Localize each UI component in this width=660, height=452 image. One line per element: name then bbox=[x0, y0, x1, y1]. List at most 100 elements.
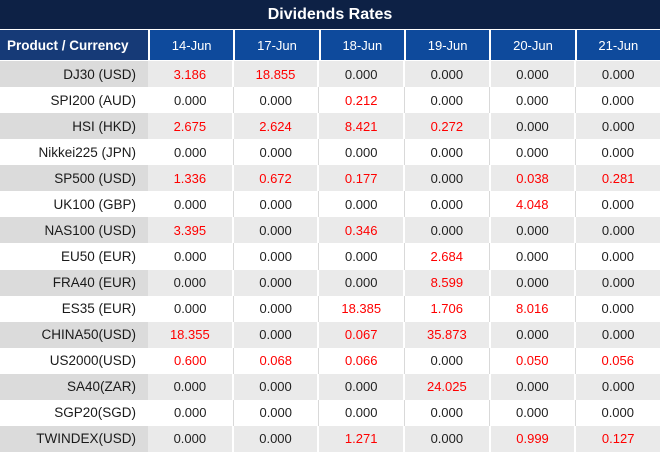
table-row: TWINDEX(USD) 0.000 0.000 1.271 0.000 0.999 0.1… bbox=[0, 425, 660, 452]
table-row: ES35 (EUR) 0.000 0.000 18.385 1.706 8.016 0.00… bbox=[0, 295, 660, 322]
column-header-date-0: 14-Jun bbox=[148, 30, 234, 60]
rate-cell: 0.000 bbox=[403, 139, 489, 166]
table-row: HSI (HKD) 2.675 2.624 8.421 0.272 0.000 0.000 bbox=[0, 113, 660, 140]
rate-cell: 0.000 bbox=[574, 87, 660, 114]
rate-cell: 0.066 bbox=[318, 347, 404, 374]
table-row: FRA40 (EUR) 0.000 0.000 0.000 8.599 0.000 0.00… bbox=[0, 269, 660, 296]
product-label: HSI (HKD) bbox=[0, 113, 148, 140]
rate-cell: 2.675 bbox=[148, 113, 232, 140]
table-row: SPI200 (AUD) 0.000 0.000 0.212 0.000 0.000 0.0… bbox=[0, 87, 660, 114]
rate-cell: 0.000 bbox=[403, 399, 489, 426]
rate-cell: 24.025 bbox=[403, 373, 489, 400]
rate-cell: 0.000 bbox=[574, 243, 660, 270]
rate-cell: 0.000 bbox=[318, 399, 404, 426]
product-label: SPI200 (AUD) bbox=[0, 87, 148, 114]
rate-cell: 2.684 bbox=[403, 243, 489, 270]
header-row: Product / Currency 14-Jun 17-Jun 18-Jun … bbox=[0, 30, 660, 61]
rate-cell: 0.000 bbox=[231, 425, 318, 452]
rate-cell: 0.177 bbox=[317, 165, 404, 192]
rate-cell: 0.000 bbox=[574, 217, 660, 244]
rate-cell: 0.000 bbox=[232, 243, 318, 270]
rate-cell: 0.272 bbox=[403, 113, 489, 140]
rate-cell: 0.212 bbox=[318, 87, 404, 114]
rate-cell: 0.000 bbox=[489, 139, 575, 166]
rate-cell: 0.000 bbox=[574, 373, 660, 400]
rate-cell: 1.336 bbox=[148, 165, 232, 192]
rate-cell: 0.056 bbox=[574, 347, 660, 374]
rate-cell: 0.000 bbox=[148, 87, 233, 114]
rate-cell: 0.067 bbox=[317, 321, 404, 348]
rate-cell: 0.000 bbox=[489, 243, 575, 270]
rate-cell: 0.000 bbox=[574, 321, 660, 348]
rate-cell: 0.068 bbox=[232, 347, 318, 374]
rate-cell: 8.421 bbox=[317, 113, 404, 140]
rate-cell: 0.000 bbox=[231, 269, 318, 296]
product-label: ES35 (EUR) bbox=[0, 295, 148, 322]
rate-cell: 18.855 bbox=[231, 61, 318, 88]
rate-cell: 1.706 bbox=[403, 295, 489, 322]
rate-cell: 0.000 bbox=[232, 399, 318, 426]
rate-cell: 0.346 bbox=[317, 217, 404, 244]
rate-cell: 0.000 bbox=[318, 139, 404, 166]
rate-cell: 0.000 bbox=[489, 87, 575, 114]
rate-cell: 0.000 bbox=[232, 191, 318, 218]
rate-cell: 0.281 bbox=[574, 165, 660, 192]
rate-cell: 2.624 bbox=[231, 113, 318, 140]
rate-cell: 0.038 bbox=[488, 165, 575, 192]
rate-cell: 18.355 bbox=[148, 321, 232, 348]
rate-cell: 0.999 bbox=[488, 425, 575, 452]
product-label: EU50 (EUR) bbox=[0, 243, 148, 270]
column-header-date-1: 17-Jun bbox=[233, 30, 319, 60]
rate-cell: 0.127 bbox=[574, 425, 660, 452]
product-label: SGP20(SGD) bbox=[0, 399, 148, 426]
rate-cell: 0.000 bbox=[488, 61, 575, 88]
rate-cell: 0.000 bbox=[488, 113, 575, 140]
product-label: NAS100 (USD) bbox=[0, 217, 148, 244]
product-label: UK100 (GBP) bbox=[0, 191, 148, 218]
rate-cell: 0.050 bbox=[489, 347, 575, 374]
rate-cell: 0.000 bbox=[488, 321, 575, 348]
rate-cell: 1.271 bbox=[317, 425, 404, 452]
rate-cell: 0.000 bbox=[318, 191, 404, 218]
rate-cell: 0.000 bbox=[148, 399, 233, 426]
rate-cell: 0.000 bbox=[232, 295, 318, 322]
product-currency-header: Product / Currency bbox=[0, 30, 148, 60]
table-row: US2000(USD) 0.600 0.068 0.066 0.000 0.050 0.05… bbox=[0, 347, 660, 374]
rate-cell: 0.000 bbox=[488, 269, 575, 296]
table-row: NAS100 (USD) 3.395 0.000 0.346 0.000 0.000 0.0… bbox=[0, 217, 660, 244]
table-row: Nikkei225 (JPN) 0.000 0.000 0.000 0.000 0.000… bbox=[0, 139, 660, 166]
rate-cell: 4.048 bbox=[489, 191, 575, 218]
rate-cell: 0.000 bbox=[317, 373, 404, 400]
product-label: Nikkei225 (JPN) bbox=[0, 139, 148, 166]
rate-cell: 0.000 bbox=[148, 191, 233, 218]
table-row: DJ30 (USD) 3.186 18.855 0.000 0.000 0.000 0.00… bbox=[0, 61, 660, 88]
rate-cell: 0.000 bbox=[574, 399, 660, 426]
rate-cell: 0.000 bbox=[148, 243, 233, 270]
table-row: CHINA50(USD) 18.355 0.000 0.067 35.873 0.000 0… bbox=[0, 321, 660, 348]
rate-cell: 0.000 bbox=[231, 373, 318, 400]
product-label: SP500 (USD) bbox=[0, 165, 148, 192]
rate-cell: 0.000 bbox=[574, 139, 660, 166]
rate-cell: 0.000 bbox=[318, 243, 404, 270]
rate-cell: 0.000 bbox=[148, 139, 233, 166]
column-header-date-5: 21-Jun bbox=[574, 30, 660, 60]
rate-cell: 0.000 bbox=[488, 217, 575, 244]
rate-cell: 0.600 bbox=[148, 347, 233, 374]
rate-cell: 8.016 bbox=[489, 295, 575, 322]
rate-cell: 0.000 bbox=[231, 321, 318, 348]
rate-cell: 18.385 bbox=[318, 295, 404, 322]
table-row: SGP20(SGD) 0.000 0.000 0.000 0.000 0.000 0.000 bbox=[0, 399, 660, 426]
table-row: EU50 (EUR) 0.000 0.000 0.000 2.684 0.000 0.000 bbox=[0, 243, 660, 270]
rate-cell: 35.873 bbox=[403, 321, 489, 348]
table-row: UK100 (GBP) 0.000 0.000 0.000 0.000 4.048 0.00… bbox=[0, 191, 660, 218]
rate-cell: 0.000 bbox=[403, 165, 489, 192]
rate-cell: 0.000 bbox=[148, 373, 232, 400]
rate-cell: 0.000 bbox=[148, 295, 233, 322]
rate-cell: 3.186 bbox=[148, 61, 232, 88]
rate-cell: 0.000 bbox=[489, 399, 575, 426]
column-header-date-3: 19-Jun bbox=[403, 30, 490, 60]
rate-cell: 0.000 bbox=[403, 191, 489, 218]
rate-cell: 0.000 bbox=[232, 139, 318, 166]
rate-cell: 8.599 bbox=[403, 269, 489, 296]
